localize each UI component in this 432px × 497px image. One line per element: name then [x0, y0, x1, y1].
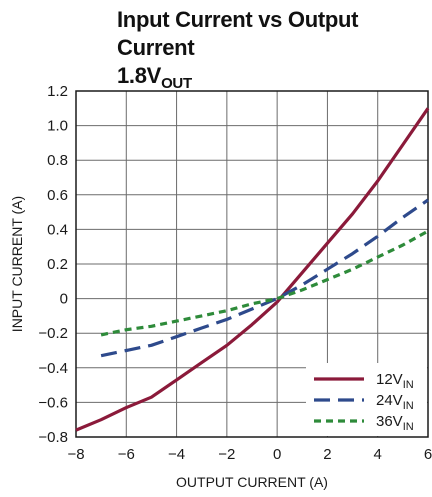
y-tick-label: −0.2	[38, 325, 68, 342]
chart-title-line2: 1.8VOUT	[117, 62, 427, 98]
plot-frame	[75, 90, 429, 438]
x-tick-label: −8	[67, 446, 84, 463]
x-axis-label: OUTPUT CURRENT (A)	[176, 474, 328, 490]
chart-title-line1: Input Current vs Output Current	[117, 7, 359, 60]
y-axis-label: INPUT CURRENT (A)	[9, 196, 25, 332]
y-tick-label: −0.6	[38, 394, 68, 411]
x-tick-label: −2	[218, 446, 235, 463]
y-tick-label: −0.8	[38, 429, 68, 446]
x-tick-label: 4	[374, 446, 382, 463]
y-tick-label: 0	[60, 291, 68, 308]
chart-title-vout: 1.8V	[117, 63, 162, 88]
tick-labels: −8 −6 −4 −2 0 2 4 6 −0.8 −0.6 −0.4 −0.2 0 0.2 0.4 0.6 0.…	[38, 83, 432, 463]
x-tick-label: −4	[168, 446, 185, 463]
x-tick-label: 0	[273, 446, 281, 463]
y-tick-label: 0.6	[47, 187, 68, 204]
x-tick-label: 6	[424, 446, 432, 463]
series-line-12v-in	[75, 107, 430, 432]
y-tick-label: 1.2	[47, 83, 68, 100]
chart-title: Input Current vs Output Current 1.8VOUT	[117, 6, 427, 98]
series-group	[75, 107, 430, 432]
x-tick-label: −6	[118, 446, 135, 463]
chart-title-vout-sub: OUT	[161, 75, 192, 92]
series-line-24v-in	[100, 198, 429, 358]
y-tick-label: 1.0	[47, 118, 68, 135]
x-tick-label: 2	[323, 446, 331, 463]
y-tick-label: 0.8	[47, 152, 68, 169]
y-tick-label: 0.4	[47, 221, 68, 238]
y-tick-label: 0.2	[47, 256, 68, 273]
series-line-36v-in	[100, 229, 429, 337]
y-tick-label: −0.4	[38, 360, 68, 377]
